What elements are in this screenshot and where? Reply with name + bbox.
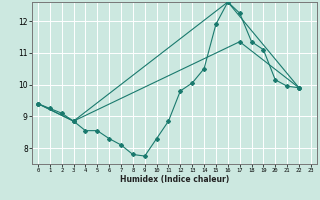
X-axis label: Humidex (Indice chaleur): Humidex (Indice chaleur) bbox=[120, 175, 229, 184]
